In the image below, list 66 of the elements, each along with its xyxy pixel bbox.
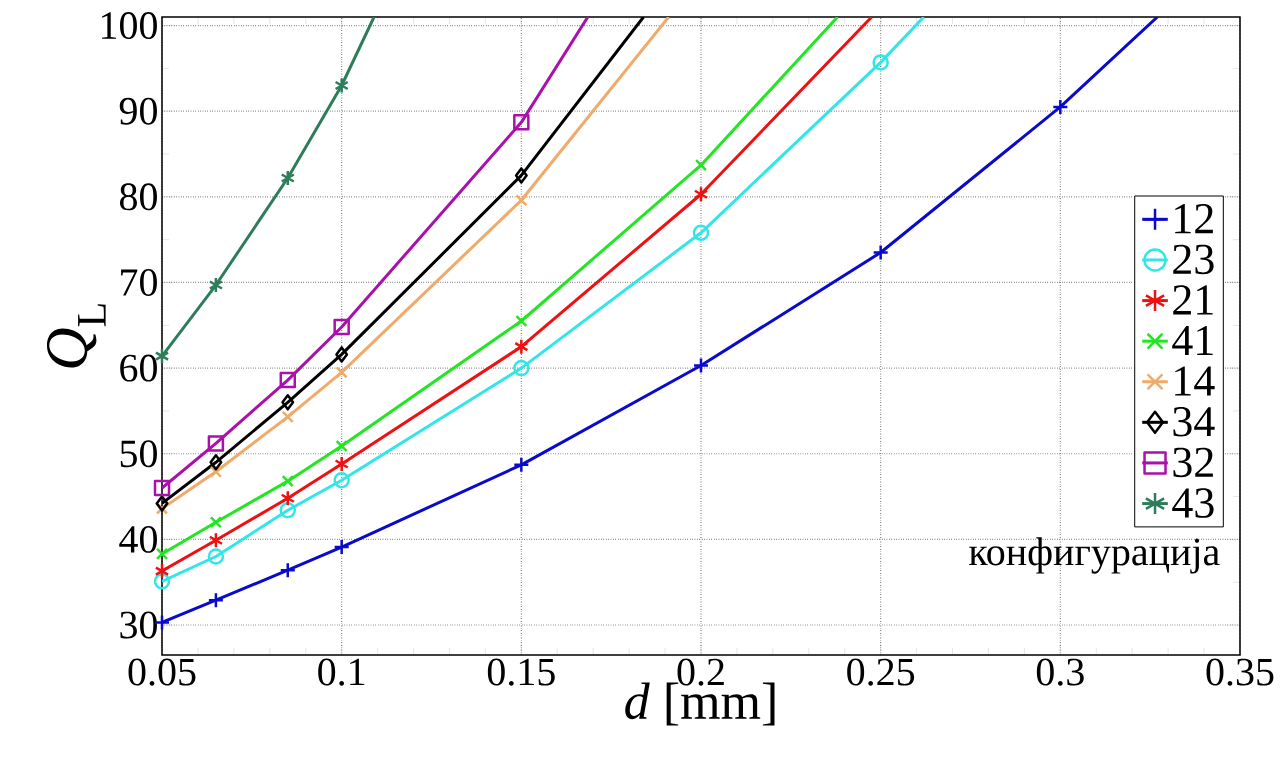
- legend-label: 12: [1175, 204, 1213, 234]
- legend-label: 23: [1173, 244, 1214, 275]
- x-tick-label: 0.3: [1036, 658, 1084, 686]
- x-tick-label: 0.05: [128, 658, 196, 686]
- y-tick-label: 50: [120, 440, 157, 468]
- point: [514, 167, 528, 184]
- x-tick-label: 0.35: [1206, 658, 1274, 686]
- point: [281, 474, 294, 488]
- point: [281, 394, 295, 411]
- y-tick-label: 80: [120, 183, 157, 211]
- legend-label: 32: [1173, 447, 1213, 478]
- point: [155, 495, 169, 512]
- point: [692, 357, 710, 374]
- y-tick-label: 30: [120, 611, 157, 639]
- point: [279, 371, 297, 389]
- point: [209, 516, 223, 529]
- point: [153, 479, 171, 497]
- point: [515, 194, 528, 207]
- point: [207, 548, 225, 565]
- point: [872, 244, 889, 261]
- point: [281, 410, 294, 424]
- point: [207, 591, 225, 609]
- point: [153, 573, 171, 590]
- point: [694, 158, 708, 172]
- legend-label: 34: [1173, 407, 1215, 437]
- legend-label: 43: [1172, 488, 1214, 518]
- y-tick-label: 100: [101, 12, 157, 40]
- point: [335, 439, 348, 453]
- legend-title: конфигурација: [969, 537, 1220, 574]
- point: [1052, 98, 1069, 116]
- point: [279, 561, 297, 579]
- y-tick-label: 40: [119, 525, 157, 553]
- point: [513, 114, 530, 131]
- point: [872, 54, 889, 71]
- point: [207, 435, 225, 452]
- point: [209, 454, 223, 471]
- y-axis-title: Q$_{L}$: [46, 304, 106, 368]
- point: [333, 472, 350, 489]
- legend-label: 14: [1175, 366, 1215, 396]
- point: [513, 456, 530, 474]
- point: [280, 490, 296, 507]
- point: [333, 538, 350, 556]
- point: [334, 77, 349, 94]
- point: [208, 531, 224, 549]
- point: [154, 562, 170, 580]
- point: [335, 366, 348, 379]
- point: [280, 169, 296, 187]
- point: [514, 338, 529, 355]
- point: [515, 314, 528, 328]
- point: [335, 346, 349, 363]
- point: [513, 359, 530, 377]
- legend-label: 41: [1172, 325, 1213, 355]
- x-tick-label: 0.1: [318, 658, 365, 686]
- point: [155, 547, 169, 561]
- y-tick-label: 70: [121, 268, 157, 296]
- y-tick-label: 90: [119, 97, 157, 125]
- point: [334, 455, 349, 473]
- point: [208, 276, 224, 294]
- x-tick-label: 0.25: [847, 658, 915, 686]
- point: [333, 318, 350, 336]
- y-tick-label: 60: [120, 354, 157, 382]
- point: [279, 502, 297, 519]
- point: [692, 224, 710, 242]
- x-tick-label: 0.15: [487, 658, 555, 686]
- point: [693, 186, 709, 203]
- legend-label: 21: [1173, 285, 1213, 315]
